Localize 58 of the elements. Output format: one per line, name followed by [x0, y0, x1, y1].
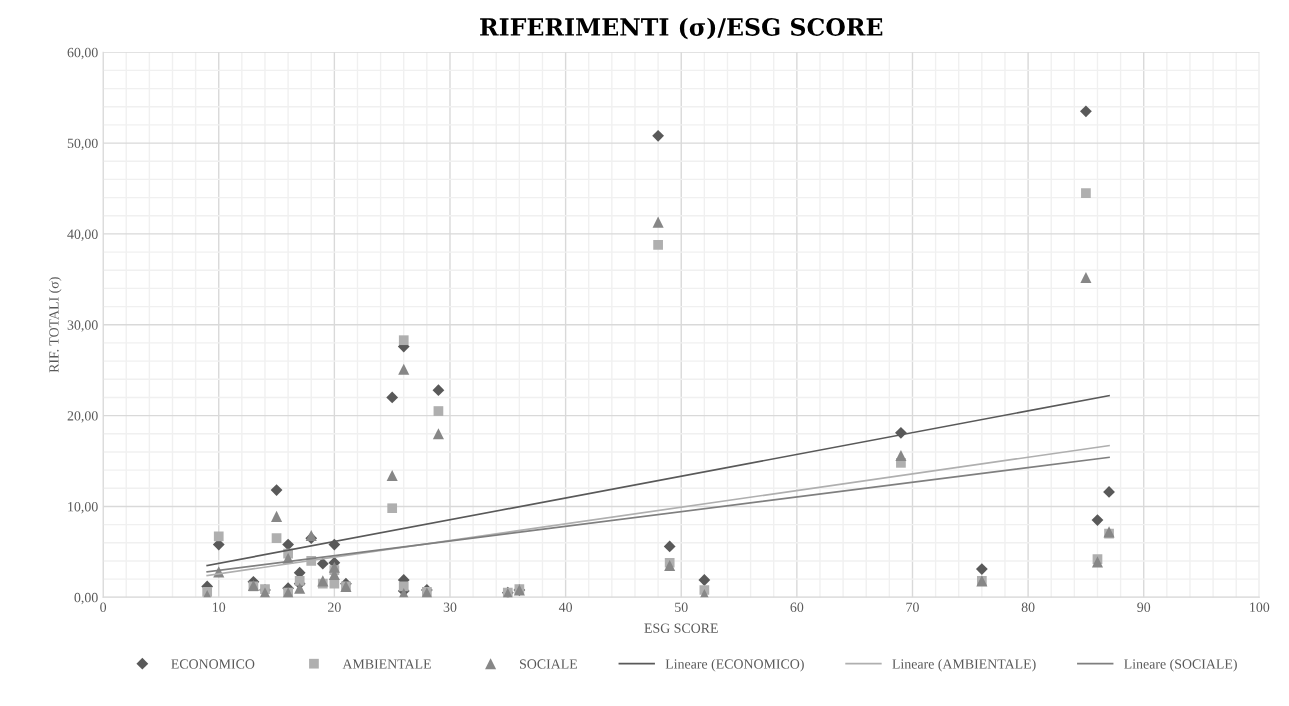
- point: [328, 561, 340, 573]
- point: [698, 574, 711, 586]
- x-tick-label: 100: [1250, 602, 1270, 612]
- x-tick-label: 30: [443, 602, 457, 612]
- legend-label: Lineare (AMBIENTALE): [892, 658, 1036, 672]
- point: [1080, 271, 1092, 284]
- point: [386, 391, 399, 404]
- x-tick-label: 40: [558, 602, 573, 612]
- point: [398, 335, 409, 346]
- x-tick-label: 70: [906, 602, 919, 612]
- legend-label: ECONOMICO: [171, 659, 255, 669]
- y-tick-label: 60,00: [67, 47, 98, 60]
- x-tick-label: 60: [790, 602, 804, 612]
- point: [663, 540, 676, 553]
- y-tick-label: 20,00: [67, 411, 98, 423]
- y-tick-label: 10,00: [68, 502, 98, 514]
- x-axis-title: ESG SCORE: [644, 623, 718, 633]
- y-axis-title: RIF. TOTALI (σ): [48, 277, 62, 373]
- point: [213, 531, 224, 542]
- point: [294, 582, 306, 594]
- point: [294, 576, 305, 586]
- point: [271, 510, 283, 522]
- x-tick-label: 0: [100, 602, 107, 612]
- point: [1080, 105, 1092, 118]
- point: [652, 216, 664, 228]
- legend-label: Lineare (ECONOMICO): [665, 658, 804, 672]
- y-tick-label: 0,00: [74, 592, 98, 605]
- y-tick-label: 50,00: [67, 138, 98, 151]
- point: [1103, 486, 1115, 498]
- point: [432, 384, 445, 397]
- x-tick-label: 90: [1137, 602, 1151, 612]
- y-tick-label: 40,00: [67, 229, 98, 241]
- point: [398, 581, 409, 592]
- x-tick-label: 20: [328, 602, 341, 612]
- point: [1081, 188, 1091, 198]
- point: [398, 363, 410, 375]
- point: [664, 559, 676, 572]
- x-tick-label: 50: [675, 602, 688, 612]
- point: [652, 129, 665, 142]
- point: [271, 533, 282, 544]
- x-tick-label: 10: [213, 602, 226, 612]
- point: [387, 503, 398, 514]
- point: [1091, 514, 1104, 526]
- y-tick-label: 30,00: [67, 320, 98, 332]
- point: [1091, 556, 1104, 568]
- point: [270, 484, 283, 496]
- x-tick-label: 80: [1021, 602, 1035, 612]
- point: [432, 428, 444, 440]
- point: [316, 557, 329, 570]
- point: [653, 239, 663, 250]
- chart-title: RIFERIMENTI (σ)/ESG SCORE: [480, 17, 883, 40]
- legend-label: Lineare (SOCIALE): [1124, 658, 1237, 672]
- legend-label: SOCIALE: [520, 659, 578, 669]
- legend-label: AMBIENTALE: [342, 659, 431, 669]
- point: [895, 450, 907, 462]
- point: [975, 563, 988, 576]
- point: [386, 470, 398, 482]
- point: [433, 406, 444, 416]
